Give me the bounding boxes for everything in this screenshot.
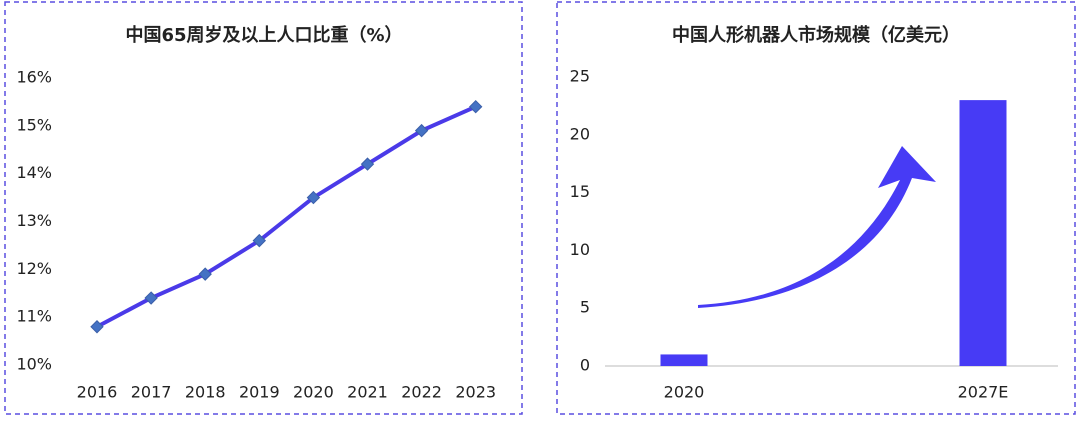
x-tick-label: 2023	[455, 383, 496, 402]
y-tick-label: 12%	[16, 259, 52, 278]
y-tick-label: 25	[570, 67, 590, 86]
panel-border	[556, 1, 1076, 415]
arrow-decoration	[698, 146, 936, 308]
x-tick-label: 2022	[401, 383, 442, 402]
marker	[252, 233, 267, 248]
y-tick-label: 15%	[16, 115, 52, 134]
y-tick-label: 16%	[16, 68, 52, 87]
line	[96, 104, 477, 329]
y-tick-label: 11%	[16, 307, 52, 326]
marker	[468, 99, 483, 114]
y-tick-label: 14%	[16, 163, 52, 182]
x-tick-label: 2019	[239, 383, 280, 402]
x-tick-label: 2017	[131, 383, 172, 402]
y-tick-label: 5	[580, 298, 590, 317]
y-tick-label: 13%	[16, 211, 52, 230]
panel-border	[4, 1, 523, 415]
marker	[360, 157, 375, 171]
marker	[144, 291, 158, 305]
x-tick-label: 2016	[77, 383, 118, 402]
bar	[959, 100, 1007, 367]
y-tick-label: 0	[580, 356, 590, 375]
marker	[414, 123, 429, 138]
x-tick-label: 2020	[293, 383, 334, 402]
x-tick-label: 2021	[347, 383, 388, 402]
chart-title: 中国65周岁及以上人口比重（%）	[125, 24, 402, 46]
bar	[660, 354, 708, 366]
x-tick-label: 2027E	[958, 383, 1009, 402]
chart-title: 中国人形机器人市场规模（亿美元）	[672, 24, 960, 46]
y-tick-label: 15	[570, 182, 590, 201]
x-tick-label: 2020	[664, 383, 705, 402]
y-tick-label: 10	[570, 240, 590, 259]
marker	[306, 190, 321, 205]
x-tick-label: 2018	[185, 383, 226, 402]
y-tick-label: 10%	[16, 355, 52, 374]
marker	[90, 320, 104, 334]
y-tick-label: 20	[570, 124, 590, 143]
marker	[198, 267, 212, 281]
